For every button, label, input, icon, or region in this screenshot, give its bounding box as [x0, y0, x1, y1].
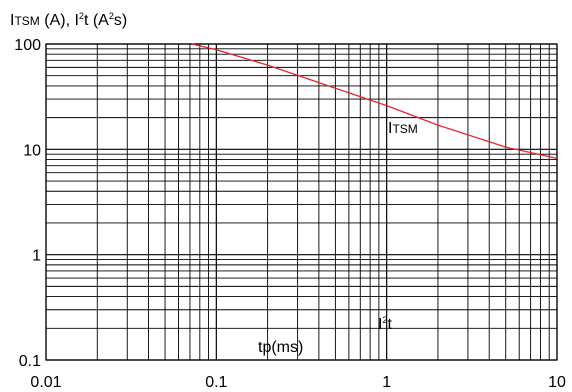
x-tick-label: 0.1 [205, 374, 227, 391]
y-axis-label: ITSM (A), I2t (A2s) [10, 11, 128, 29]
series-line-itsm [191, 43, 558, 160]
tick-labels: 0.01 0.1 1 10 0.1 1 10 100 [14, 37, 566, 391]
plot-frame [45, 43, 558, 361]
y-tick-label: 10 [23, 142, 41, 159]
series-label-i2t: I2t [378, 315, 392, 333]
y-tick-label: 100 [14, 37, 41, 54]
x-tick-label: 10 [548, 374, 566, 391]
series-label-itsm: ITSM [388, 120, 418, 137]
x-axis-label: tp(ms) [258, 339, 304, 356]
y-tick-label: 0.1 [19, 353, 41, 370]
series-layer [191, 43, 558, 160]
y-tick-label: 1 [32, 248, 41, 265]
x-tick-label: 1 [382, 374, 391, 391]
x-tick-label: 0.01 [30, 374, 61, 391]
grid [45, 43, 558, 361]
